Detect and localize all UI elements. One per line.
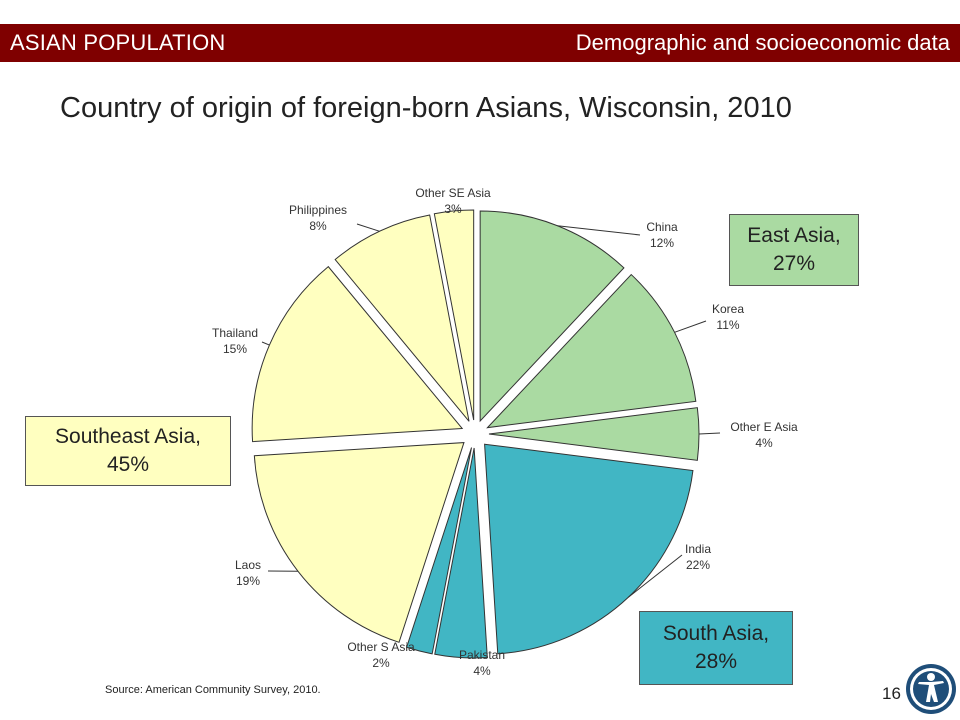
pie-slice-india xyxy=(484,443,694,655)
leader-line-philippines xyxy=(356,223,380,232)
east-asia-group-value: 27% xyxy=(772,252,816,275)
slice-value-label: 2% xyxy=(372,656,390,670)
leader-line-other-e-asia xyxy=(698,432,721,435)
source-note: Source: American Community Survey, 2010. xyxy=(105,684,321,696)
leader-line-thailand xyxy=(261,341,270,346)
slice-name-label: Pakistan xyxy=(459,648,505,662)
east-asia-group-box: East Asia, 27% xyxy=(729,214,859,286)
southeast-asia-group-label: Southeast Asia, xyxy=(55,425,201,448)
leader-line-china xyxy=(557,225,641,236)
slice-value-label: 15% xyxy=(223,342,247,356)
slice-value-label: 12% xyxy=(650,236,674,250)
slice-name-label: Korea xyxy=(712,302,744,316)
east-asia-group-label: East Asia, xyxy=(747,224,841,247)
slice-value-label: 4% xyxy=(473,664,491,678)
south-asia-group-value: 28% xyxy=(694,650,738,673)
header-bar: ASIAN POPULATION Demographic and socioec… xyxy=(0,24,960,62)
slice-name-label: Other E Asia xyxy=(730,420,798,434)
pie-slice-pakistan xyxy=(434,447,488,659)
slice-name-label: Laos xyxy=(235,558,261,572)
leader-line-india xyxy=(628,554,683,598)
slice-name-label: Thailand xyxy=(212,326,258,340)
slice-name-label: Other SE Asia xyxy=(415,186,491,200)
slice-value-label: 22% xyxy=(686,558,710,572)
page-number: 16 xyxy=(882,684,901,703)
southeast-asia-group-box: Southeast Asia, 45% xyxy=(25,416,231,486)
page-title: Country of origin of foreign-born Asians… xyxy=(60,92,792,124)
pie-slice-other-se-asia xyxy=(433,209,475,421)
south-asia-group-box: South Asia, 28% xyxy=(639,611,793,685)
slice-value-label: 19% xyxy=(236,574,260,588)
slice-value-label: 8% xyxy=(309,219,327,233)
pie-slice-thailand xyxy=(251,265,464,443)
header-subtitle: Demographic and socioeconomic data xyxy=(575,30,950,55)
header-section-title: ASIAN POPULATION xyxy=(10,30,226,55)
leader-line-korea xyxy=(674,320,707,333)
pie-slice-other-e-asia xyxy=(488,407,700,461)
slice-value-label: 11% xyxy=(716,318,739,332)
slice-value-label: 4% xyxy=(755,436,773,450)
slice-name-label: China xyxy=(646,220,678,234)
pie-slice-philippines xyxy=(334,214,470,422)
south-asia-group-label: South Asia, xyxy=(662,622,770,645)
pie-slice-laos xyxy=(253,442,465,643)
slice-name-label: Other S Asia xyxy=(347,640,415,654)
person-figure-logo-icon xyxy=(906,664,956,714)
slice-name-label: Philippines xyxy=(289,203,347,217)
pie-slice-korea xyxy=(486,273,697,429)
slice-value-label: 3% xyxy=(444,202,462,216)
southeast-asia-group-value: 45% xyxy=(106,453,150,476)
pie-slice-other-s-asia xyxy=(405,447,473,655)
slice-name-label: India xyxy=(685,542,711,556)
